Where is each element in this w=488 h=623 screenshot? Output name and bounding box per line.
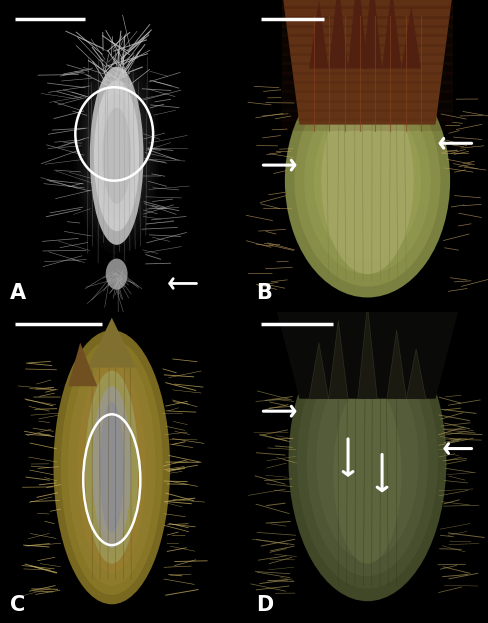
Bar	[282, 90, 451, 103]
Bar	[282, 53, 451, 65]
Polygon shape	[362, 0, 381, 69]
Ellipse shape	[88, 80, 145, 219]
Polygon shape	[357, 305, 376, 399]
Ellipse shape	[285, 64, 449, 298]
Polygon shape	[282, 0, 451, 125]
Ellipse shape	[94, 80, 139, 231]
Bar	[282, 44, 451, 56]
Bar	[282, 62, 451, 75]
Ellipse shape	[85, 371, 138, 564]
Ellipse shape	[105, 259, 127, 290]
Ellipse shape	[313, 100, 420, 262]
Polygon shape	[401, 6, 420, 69]
Polygon shape	[68, 343, 97, 386]
Polygon shape	[381, 0, 401, 69]
Polygon shape	[347, 0, 367, 69]
Polygon shape	[328, 0, 347, 69]
Ellipse shape	[294, 75, 440, 287]
Ellipse shape	[92, 386, 131, 548]
Ellipse shape	[78, 361, 145, 573]
Bar	[282, 25, 451, 37]
Polygon shape	[308, 0, 328, 69]
Polygon shape	[275, 305, 459, 399]
Ellipse shape	[53, 330, 170, 604]
Ellipse shape	[306, 346, 427, 576]
Polygon shape	[87, 318, 136, 368]
Ellipse shape	[98, 94, 135, 217]
Ellipse shape	[68, 349, 155, 586]
Polygon shape	[328, 321, 347, 399]
Ellipse shape	[296, 333, 437, 589]
Bar	[282, 100, 451, 112]
Text: D: D	[255, 594, 272, 614]
Ellipse shape	[321, 87, 413, 274]
Ellipse shape	[90, 67, 143, 245]
Bar	[282, 109, 451, 121]
Ellipse shape	[61, 340, 163, 595]
Text: C: C	[10, 594, 25, 614]
Bar	[282, 81, 451, 93]
Bar	[282, 72, 451, 84]
Ellipse shape	[316, 361, 418, 561]
Text: A: A	[10, 283, 26, 303]
Polygon shape	[308, 343, 328, 399]
Bar	[282, 118, 451, 131]
Text: B: B	[255, 283, 271, 303]
Bar	[282, 34, 451, 47]
Ellipse shape	[87, 377, 136, 558]
Ellipse shape	[304, 87, 430, 274]
Bar	[282, 16, 451, 28]
Bar	[282, 0, 451, 9]
Polygon shape	[406, 349, 425, 399]
Polygon shape	[386, 330, 406, 399]
Bar	[282, 6, 451, 19]
Ellipse shape	[94, 95, 139, 204]
Ellipse shape	[100, 402, 123, 533]
Ellipse shape	[288, 321, 446, 601]
Ellipse shape	[102, 108, 131, 204]
Ellipse shape	[91, 88, 142, 211]
Ellipse shape	[333, 383, 401, 564]
